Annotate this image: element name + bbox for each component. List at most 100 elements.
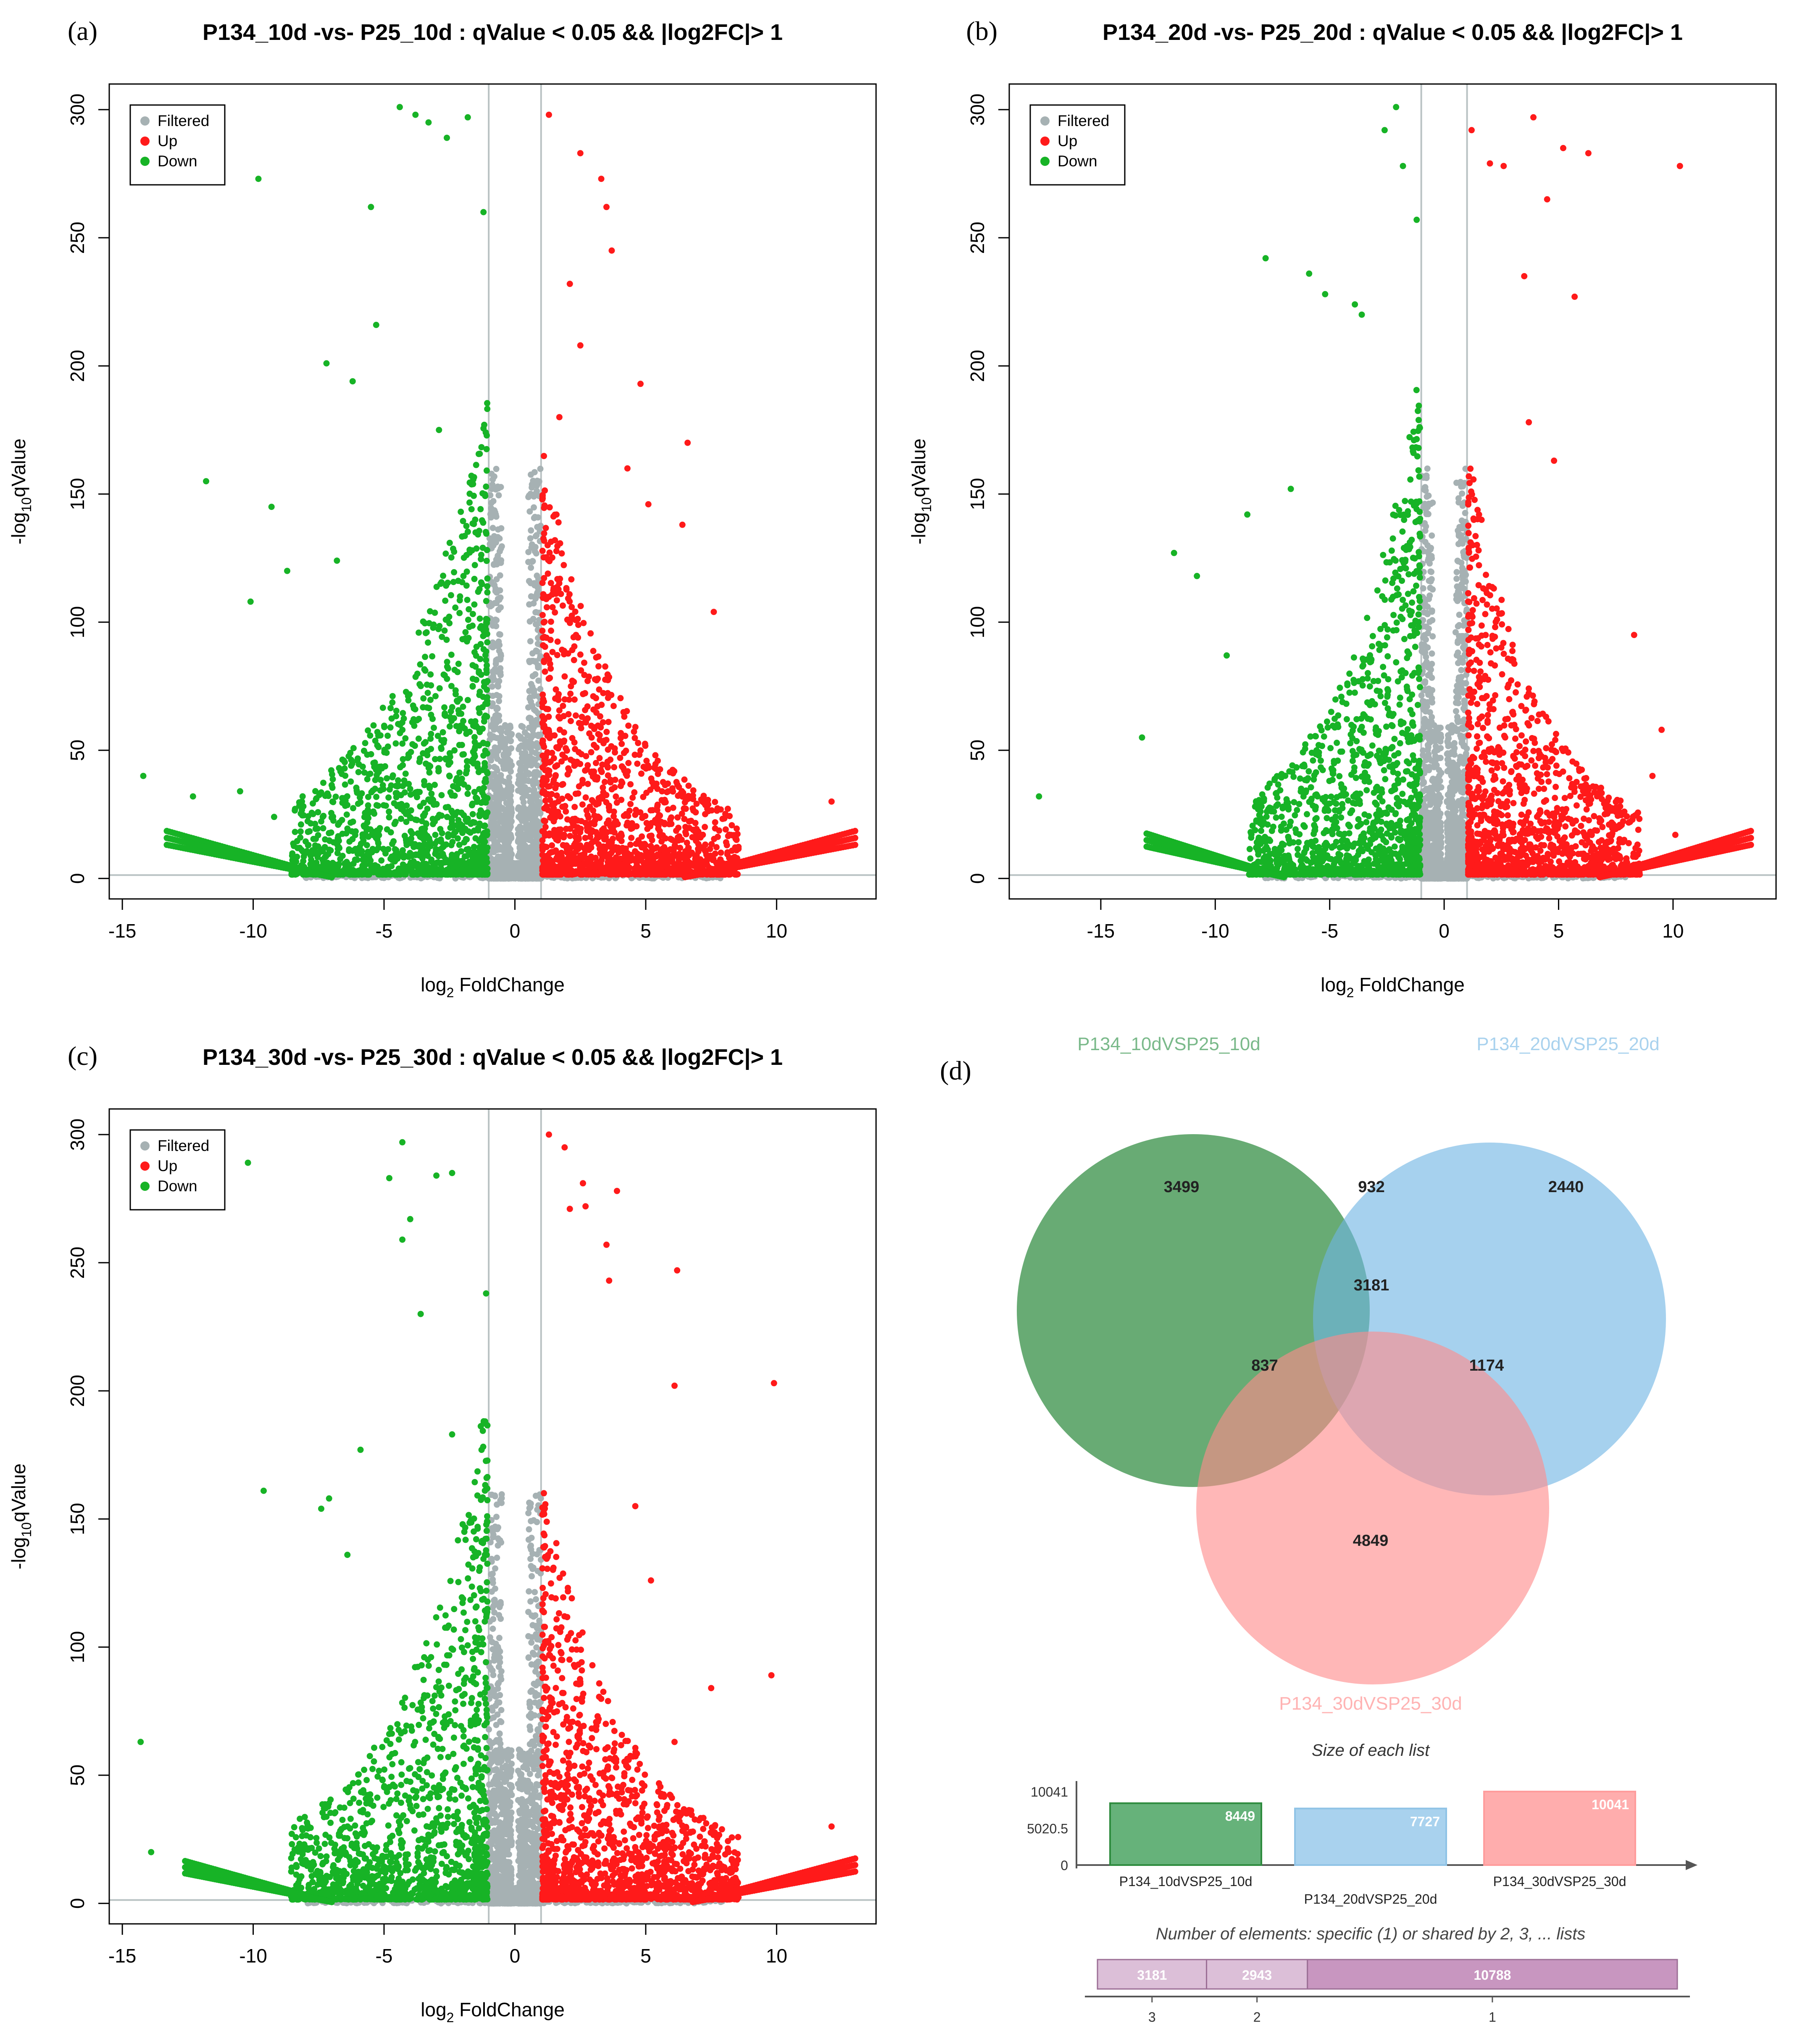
point-up (608, 859, 615, 865)
point-down (455, 786, 461, 792)
point-down (476, 688, 483, 695)
point-down (452, 604, 459, 611)
point-filtered (488, 499, 495, 506)
point-up (540, 724, 547, 730)
point-up (607, 757, 614, 763)
point-down (400, 710, 406, 717)
point-filtered (489, 476, 496, 483)
point-up (733, 837, 740, 843)
point-filtered (530, 781, 537, 788)
point-filtered (537, 653, 544, 659)
point-down (425, 639, 432, 646)
point-down (297, 828, 304, 835)
point-down (456, 723, 463, 730)
point-filtered (535, 851, 542, 858)
point-filtered (532, 707, 539, 714)
point-up (597, 713, 603, 720)
point-down (380, 871, 387, 878)
point-up (542, 668, 548, 675)
point-filtered (527, 638, 534, 645)
point-up (541, 530, 547, 537)
point-down (403, 819, 410, 825)
point-down (395, 777, 401, 784)
point-filtered (526, 508, 533, 515)
point-down (411, 843, 417, 850)
point-filtered (490, 561, 497, 568)
point-down (374, 729, 381, 736)
point-down (458, 508, 464, 515)
point-down (389, 841, 395, 847)
point-up (655, 770, 661, 777)
point-up (675, 793, 682, 799)
point-down (484, 639, 491, 646)
point-up (639, 854, 646, 860)
point-up (653, 766, 659, 772)
point-down (299, 793, 306, 800)
point-filtered (499, 867, 506, 874)
point-up (580, 620, 587, 626)
point-down (432, 693, 439, 699)
point-filtered (532, 514, 538, 520)
point-down (428, 730, 434, 737)
point-up (673, 853, 680, 859)
point-up (547, 580, 554, 586)
point-down (343, 811, 350, 818)
point-up (635, 740, 642, 746)
point-down (344, 825, 351, 832)
point-up (722, 826, 729, 833)
point-down (410, 870, 417, 877)
point-down (439, 851, 446, 857)
point-down (297, 821, 304, 828)
point-filtered (529, 650, 536, 657)
point-filtered (520, 804, 527, 811)
point-down (367, 732, 374, 739)
point-down (313, 835, 319, 842)
point-filtered (526, 695, 533, 702)
point-filtered (528, 565, 534, 571)
point-down (373, 793, 380, 800)
point-down (417, 870, 424, 877)
point-down (479, 544, 486, 551)
point-filtered (518, 811, 525, 818)
point-down (483, 530, 489, 537)
point-up (543, 791, 550, 798)
point-filtered (525, 778, 532, 784)
point-up (553, 744, 560, 751)
point-up (655, 860, 662, 867)
point-down (452, 687, 459, 694)
point-up (733, 825, 740, 832)
point-down (401, 777, 408, 784)
point-down (468, 506, 475, 512)
point-down (387, 705, 394, 712)
point-up (552, 763, 559, 770)
point-up (684, 839, 690, 846)
point-down (345, 869, 351, 875)
point-down (392, 870, 399, 876)
point-up (565, 711, 572, 717)
point-down (334, 850, 341, 856)
point-filtered (492, 600, 498, 607)
point-down (334, 841, 341, 848)
point-up (632, 735, 638, 741)
point-up (568, 604, 575, 610)
point-down (328, 767, 334, 774)
point-up (556, 726, 563, 733)
point-down (461, 554, 467, 561)
point-filtered (508, 818, 515, 825)
point-filtered (504, 837, 511, 843)
point-down (443, 636, 450, 643)
point-up (638, 770, 645, 777)
point-up (539, 594, 546, 601)
point-down (354, 856, 361, 863)
point-down (377, 777, 384, 783)
point-filtered (491, 582, 498, 589)
point-filtered (519, 843, 526, 849)
point-up (677, 864, 684, 871)
point-down (463, 767, 470, 774)
point-filtered (496, 712, 502, 719)
point-down (450, 579, 457, 585)
point-filtered (490, 733, 497, 740)
point-down (407, 791, 414, 798)
point-down (410, 702, 416, 709)
point-filtered (491, 726, 497, 733)
